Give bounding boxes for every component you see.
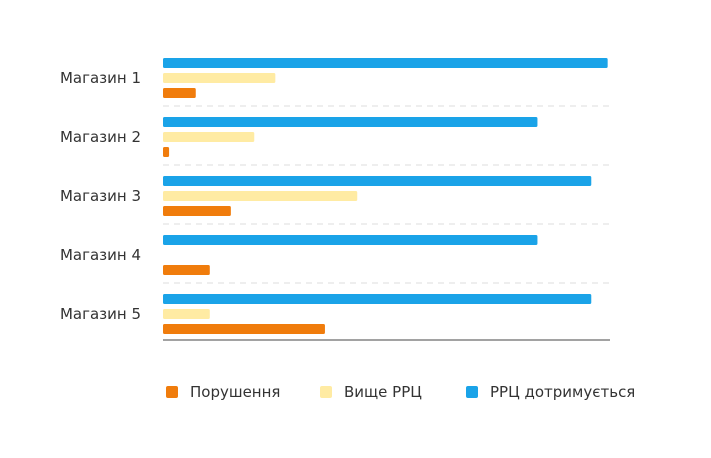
legend-swatch [320, 386, 332, 398]
bar-violation [163, 88, 196, 98]
bar-violation [163, 206, 231, 216]
legend-label: РРЦ дотримується [490, 383, 636, 401]
bar-rrp-kept [163, 294, 592, 304]
category-label: Магазин 3 [60, 187, 141, 205]
bar-violation [163, 324, 325, 334]
bar-above-rrp [163, 309, 210, 319]
bar-rrp-kept [163, 235, 538, 245]
bar-rrp-kept [163, 58, 608, 68]
legend: Порушення Вище РРЦ РРЦ дотримується [0, 378, 711, 408]
legend-item: Вище РРЦ [320, 378, 422, 406]
bar-rrp-kept [163, 176, 592, 186]
bar-above-rrp [163, 132, 255, 142]
bar-violation [163, 265, 210, 275]
legend-swatch [466, 386, 478, 398]
bar-chart: Магазин 1 Магазин 2 Магазин 3 Магазин 4 Мага… [60, 58, 610, 341]
bar-above-rrp [163, 191, 358, 201]
legend-swatch [166, 386, 178, 398]
category-label: Магазин 1 [60, 69, 141, 87]
legend-item: Порушення [166, 378, 280, 406]
legend-label: Порушення [190, 383, 281, 401]
legend-item: РРЦ дотримується [466, 378, 635, 406]
bar-violation [163, 147, 170, 157]
category-label: Магазин 5 [60, 305, 141, 323]
category-label: Магазин 2 [60, 128, 141, 146]
category-label: Магазин 4 [60, 246, 141, 264]
bar-above-rrp [163, 73, 276, 83]
bar-rrp-kept [163, 117, 538, 127]
legend-label: Вище РРЦ [344, 383, 422, 401]
